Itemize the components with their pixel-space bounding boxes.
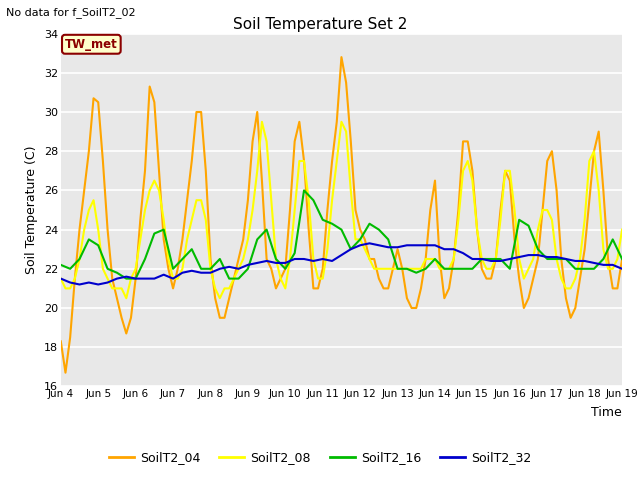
Legend: SoilT2_04, SoilT2_08, SoilT2_16, SoilT2_32: SoilT2_04, SoilT2_08, SoilT2_16, SoilT2_… (104, 446, 536, 469)
Text: No data for f_SoilT2_02: No data for f_SoilT2_02 (6, 7, 136, 18)
Text: TW_met: TW_met (65, 38, 118, 51)
Text: Time: Time (591, 406, 622, 419)
Y-axis label: Soil Temperature (C): Soil Temperature (C) (25, 146, 38, 274)
Text: Soil Temperature Set 2: Soil Temperature Set 2 (233, 17, 407, 32)
